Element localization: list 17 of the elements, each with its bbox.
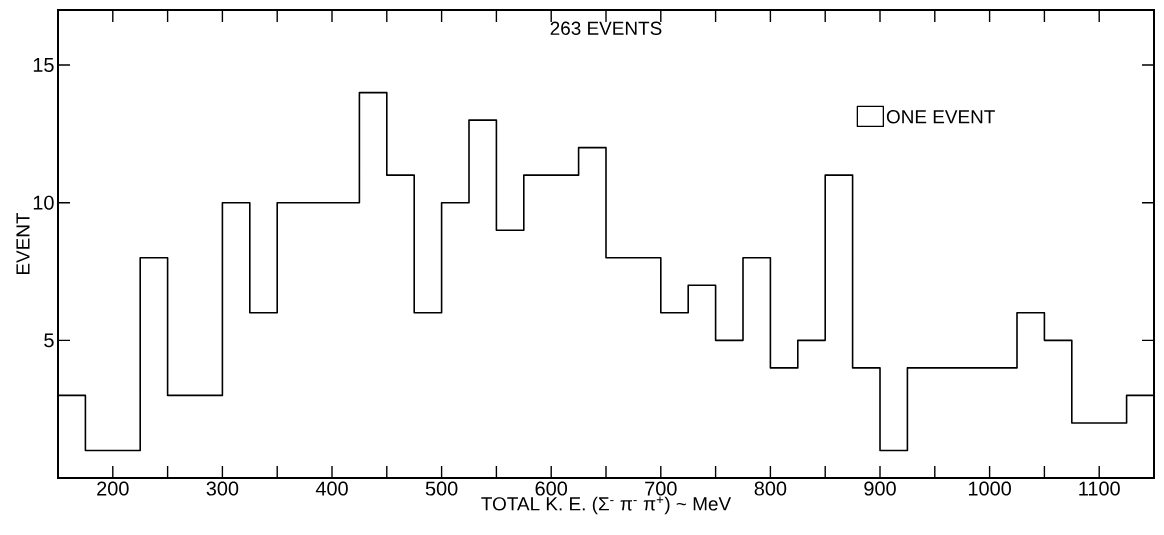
x-tick-label: 600: [535, 481, 568, 496]
y-tick-label: 10: [33, 195, 54, 210]
legend-label: ONE EVENT: [886, 110, 995, 124]
x-tick-label: 900: [864, 481, 896, 496]
x-tick-label: 500: [425, 481, 458, 496]
chart-title: 263 EVENTS: [550, 21, 662, 35]
x-tick-label: 800: [754, 481, 787, 496]
y-tick-label: 15: [33, 58, 54, 72]
y-axis-title: EVENT: [16, 212, 30, 274]
x-tick-label: 300: [206, 481, 239, 496]
x-tick-label: 1100: [1079, 481, 1120, 496]
y-tick-label: 5: [44, 333, 54, 348]
x-tick-label: 200: [97, 481, 129, 496]
x-tick-label: 400: [315, 481, 348, 496]
x-axis-title: TOTAL K. E. (Σ$^{-}$ π$^{-}$ π$^{+}$) ~ MeV: [481, 496, 732, 515]
x-tick-label: 700: [645, 481, 677, 496]
x-tick-label: 1000: [968, 481, 1011, 496]
